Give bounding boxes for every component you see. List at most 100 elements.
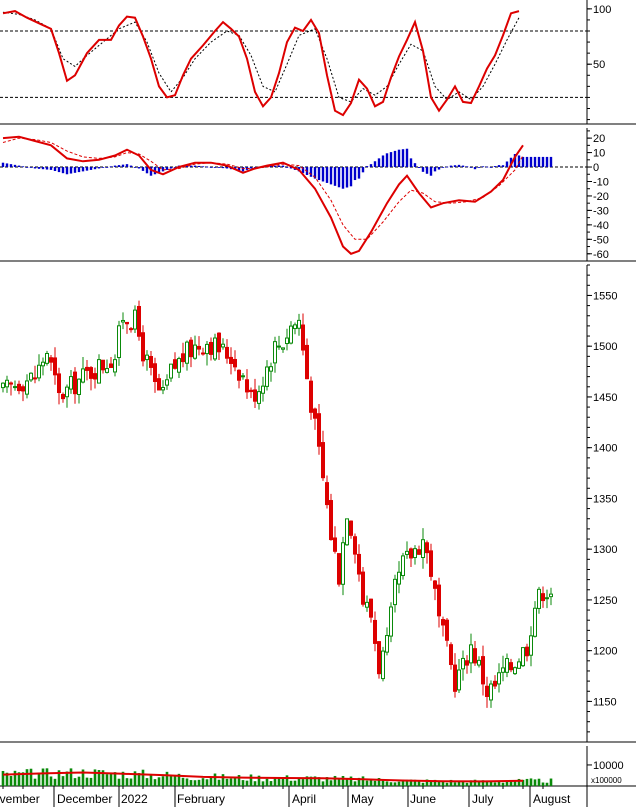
volume-bar — [525, 778, 529, 786]
macd-histogram-bar — [17, 165, 21, 168]
price-candle-body — [353, 536, 357, 555]
macd-histogram-bar — [209, 167, 213, 168]
macd-histogram-bar — [397, 149, 401, 168]
macd-histogram-bar — [133, 167, 137, 168]
price-candle-body — [25, 380, 29, 395]
price-candle-body — [465, 660, 469, 666]
price-candle-body — [189, 339, 193, 358]
macd-histogram-bar — [309, 167, 313, 177]
price-candle-body — [493, 680, 497, 687]
price-candle-body — [393, 578, 397, 606]
macd-histogram-bar — [93, 167, 97, 170]
volume-bar — [449, 779, 453, 786]
volume-bar — [265, 778, 269, 786]
price-candle-body — [89, 367, 93, 379]
volume-bar — [497, 781, 501, 786]
volume-bar — [441, 781, 445, 786]
stochastic-ytick-label: 50 — [593, 59, 605, 71]
price-candle-body — [81, 368, 85, 383]
volume-bar — [77, 776, 81, 786]
price-candle-body — [185, 341, 189, 364]
macd-histogram-bar — [473, 167, 477, 170]
volume-bar — [285, 775, 289, 786]
volume-bar — [333, 775, 337, 786]
price-candle-body — [273, 341, 277, 364]
price-candle-body — [397, 571, 401, 585]
macd-histogram-bar — [325, 167, 329, 183]
macd-histogram-bar — [301, 167, 305, 174]
macd-histogram-bar — [9, 164, 13, 168]
price-candle-body — [61, 393, 65, 400]
macd-histogram-bar — [249, 167, 253, 169]
price-candle-body — [113, 359, 117, 373]
volume-bar — [409, 779, 413, 786]
price-candle-body — [153, 363, 157, 382]
price-candle-body — [41, 361, 45, 367]
macd-histogram-bar — [281, 165, 285, 168]
volume-bar — [165, 771, 169, 786]
macd-histogram-bar — [425, 167, 429, 174]
price-candle-body — [137, 305, 141, 337]
volume-bar — [253, 781, 257, 786]
volume-bar — [49, 776, 53, 786]
macd-histogram-bar — [469, 167, 473, 168]
volume-bar — [53, 778, 57, 786]
xaxis-month-label: April — [292, 792, 316, 806]
macd-ytick-label: -60 — [593, 249, 609, 261]
price-candle-body — [117, 325, 121, 359]
volume-bar — [121, 771, 125, 786]
volume-bar — [345, 778, 349, 786]
volume-bar — [369, 779, 373, 786]
macd-histogram-bar — [513, 154, 517, 168]
volume-bar — [269, 781, 273, 786]
volume-bar — [493, 782, 497, 786]
volume-bar — [481, 780, 485, 786]
price-candle-body — [433, 580, 437, 589]
macd-histogram-bar — [373, 161, 377, 168]
macd-histogram-bar — [125, 164, 129, 168]
macd-histogram-bar — [465, 166, 469, 168]
price-candle-body — [265, 366, 269, 387]
volume-bar — [385, 781, 389, 786]
price-candle-body — [5, 379, 9, 388]
volume-bar — [529, 778, 533, 786]
price-candle-body — [29, 372, 33, 381]
price-candle-body — [285, 337, 289, 345]
volume-bar — [413, 779, 417, 786]
volume-bar — [349, 776, 353, 786]
price-candle-body — [545, 597, 549, 600]
xaxis-month-label: ovember — [0, 792, 40, 806]
macd-ytick-label: -40 — [593, 220, 609, 232]
macd-histogram-bar — [409, 158, 413, 168]
price-candle-body — [349, 520, 353, 536]
price-candle-body — [429, 550, 433, 577]
macd-histogram-bar — [109, 166, 113, 168]
volume-bar — [21, 772, 25, 786]
macd-histogram-bar — [349, 167, 353, 187]
price-candle-body — [69, 376, 73, 390]
price-candle-body — [121, 319, 125, 323]
macd-histogram-bar — [149, 167, 153, 176]
volume-bar — [433, 779, 437, 786]
macd-histogram-bar — [525, 156, 529, 168]
macd-histogram-bar — [197, 165, 201, 168]
price-candle-body — [485, 685, 489, 697]
volume-bar — [193, 780, 197, 786]
volume-bar — [177, 773, 181, 786]
volume-bar — [457, 780, 461, 786]
macd-signal-line — [2, 137, 524, 240]
macd-histogram-bar — [497, 165, 501, 168]
volume-bar — [97, 770, 101, 786]
price-candle-body — [305, 344, 309, 380]
volume-bar — [1, 770, 5, 786]
price-candle-body — [481, 656, 485, 685]
macd-histogram-bar — [481, 166, 485, 168]
price-ytick-label: 1400 — [593, 443, 617, 455]
volume-bar — [73, 778, 77, 786]
xaxis-month-label: February — [177, 792, 225, 806]
volume-bar — [389, 782, 393, 786]
macd-histogram-bar — [289, 167, 293, 169]
price-ytick-label: 1250 — [593, 595, 617, 607]
volume-bar — [61, 776, 65, 786]
